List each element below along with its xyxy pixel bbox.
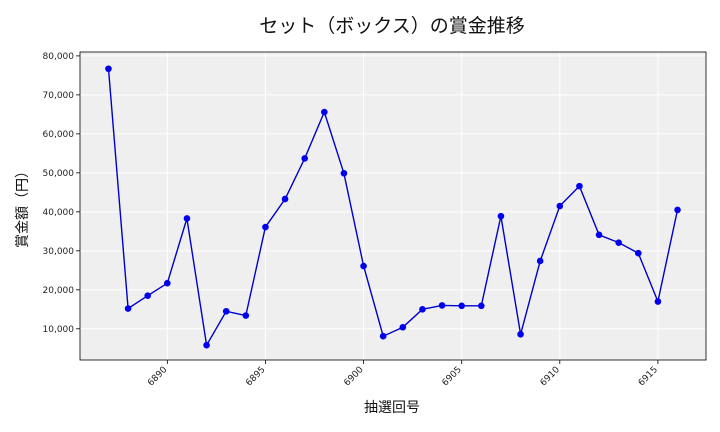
data-point [321,108,328,116]
data-point [144,292,152,299]
data-point [517,330,524,338]
data-point [595,231,603,239]
x-tick-label: 6910 [539,365,562,388]
data-point [222,307,230,315]
data-point [242,312,250,319]
series-line [105,65,681,349]
x-tick-label: 6890 [146,365,169,388]
data-point [419,306,426,313]
data-point [458,302,465,310]
data-point [478,302,485,310]
data-point [556,202,564,210]
x-tick-label: 6900 [342,365,365,388]
data-point [615,239,622,246]
y-tick-label: 20,000 [43,286,75,296]
data-point [674,206,681,214]
x-tick-label: 6905 [441,365,464,388]
y-tick-label: 70,000 [43,91,75,101]
y-axis: 10,000 20,000 30,000 40,000 50,000 60,000 70,0… [43,52,80,335]
data-point [497,212,505,220]
x-tick-label: 6895 [244,365,267,388]
data-point [203,341,210,349]
data-point [634,249,642,257]
data-line [107,68,679,348]
data-point [379,332,387,340]
y-tick-label: 50,000 [43,169,75,179]
data-point [281,195,289,203]
data-point [340,169,348,177]
data-point [399,323,407,331]
data-point [438,302,446,309]
data-point [301,155,308,162]
plot-area [80,52,706,360]
data-point [654,298,662,305]
x-axis: 6890 6895 6900 6905 6910 6915 [146,360,660,388]
data-point [576,182,583,190]
x-axis-label: 抽選回号 [364,400,420,416]
data-point [105,65,112,73]
x-tick-label: 6915 [637,365,660,388]
data-point [124,305,132,312]
y-tick-label: 10,000 [43,325,75,335]
data-point [536,257,544,265]
data-point [262,223,269,231]
y-tick-label: 80,000 [43,52,75,62]
y-tick-label: 40,000 [43,208,75,218]
chart-title: セット（ボックス）の賞金推移 [259,15,524,37]
plot-frame [79,51,707,361]
y-axis-label: 賞金額（円） [15,164,31,248]
y-tick-label: 60,000 [43,130,75,140]
data-point [164,279,171,287]
data-point [360,262,367,270]
y-tick-label: 30,000 [43,247,75,257]
data-point [183,215,191,222]
